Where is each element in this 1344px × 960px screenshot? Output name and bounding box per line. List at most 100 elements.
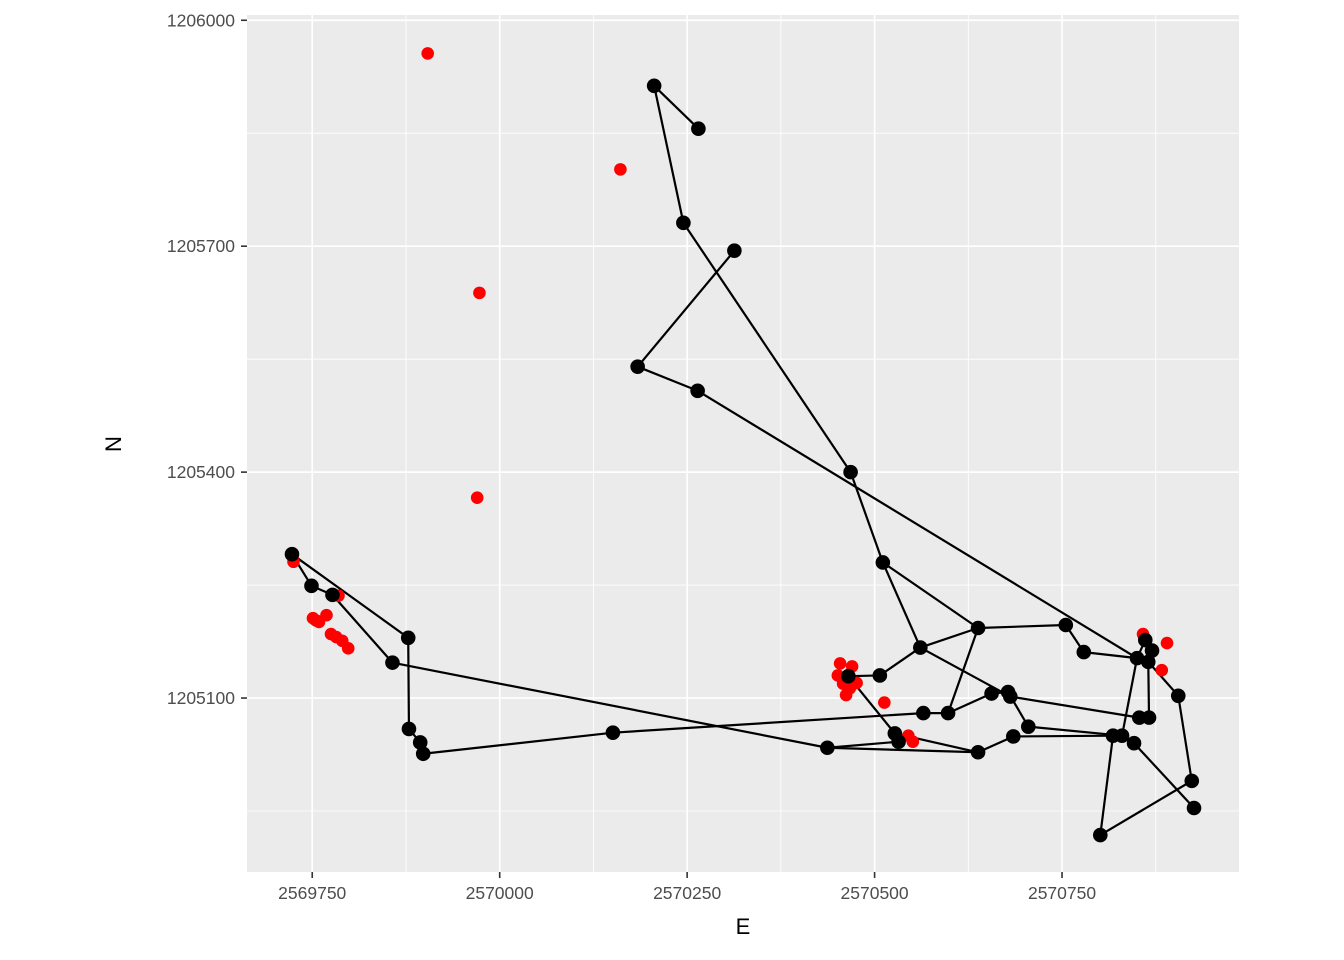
black-point xyxy=(284,546,300,562)
black-point xyxy=(415,746,431,762)
black-point xyxy=(325,587,340,603)
panel-background xyxy=(247,15,1239,872)
black-point xyxy=(872,668,888,683)
track-segment xyxy=(331,594,394,664)
y-tick-label: 1205100 xyxy=(167,688,235,708)
y-tick-label: 1205400 xyxy=(167,462,235,482)
x-tick-label: 2570500 xyxy=(841,883,909,903)
track-segment xyxy=(879,646,921,677)
black-point xyxy=(1021,719,1036,734)
track-segment xyxy=(1177,695,1193,782)
black-point xyxy=(1076,644,1092,660)
x-axis-title: E xyxy=(247,914,1239,940)
red-point xyxy=(833,657,847,670)
red-point xyxy=(878,696,891,709)
black-point xyxy=(1058,617,1074,633)
track-segment xyxy=(882,561,979,629)
track-segment xyxy=(423,731,614,755)
black-point xyxy=(843,464,858,480)
track-segment xyxy=(1013,734,1114,738)
track-segment xyxy=(881,562,922,649)
track-segment xyxy=(291,553,409,639)
track-segment xyxy=(1010,695,1140,719)
black-point xyxy=(970,620,986,636)
black-point xyxy=(1092,827,1108,843)
y-axis-title: N xyxy=(96,15,132,872)
track-segment xyxy=(612,712,924,734)
black-point xyxy=(891,734,906,750)
black-point xyxy=(875,555,891,570)
black-point xyxy=(1144,643,1160,658)
black-point xyxy=(1126,735,1142,751)
black-point xyxy=(940,705,956,721)
track-segment xyxy=(947,627,980,714)
black-point xyxy=(1129,650,1145,666)
black-point xyxy=(1184,773,1200,789)
black-point xyxy=(400,630,416,646)
red-point xyxy=(1155,663,1169,677)
black-point xyxy=(1141,710,1157,725)
track-segment xyxy=(682,222,852,473)
track-segment xyxy=(697,389,1138,660)
track-segment xyxy=(637,365,699,392)
black-point xyxy=(304,578,319,594)
black-point xyxy=(385,655,400,670)
black-point xyxy=(1186,800,1202,816)
red-point xyxy=(309,614,323,627)
red-point xyxy=(906,735,920,749)
black-point xyxy=(984,686,999,701)
black-point xyxy=(676,215,691,231)
x-tick-label: 2570250 xyxy=(653,883,721,903)
black-point xyxy=(630,359,645,374)
red-point xyxy=(614,163,627,176)
panel-content xyxy=(247,15,1239,872)
track-segment xyxy=(919,626,979,649)
track-segment xyxy=(947,692,993,715)
black-point xyxy=(841,668,856,684)
track-segment xyxy=(827,746,979,754)
black-point xyxy=(1170,688,1186,704)
x-tick-label: 2570750 xyxy=(1028,883,1096,903)
track-segment xyxy=(1099,735,1115,836)
x-axis-title-text: E xyxy=(735,914,751,939)
black-point xyxy=(401,721,417,737)
x-tick-label: 2569750 xyxy=(278,883,346,903)
black-point xyxy=(1140,654,1156,670)
black-point xyxy=(727,243,742,259)
track-segment xyxy=(407,637,411,729)
red-point xyxy=(473,286,486,300)
track-segment xyxy=(849,471,884,563)
black-point xyxy=(690,383,705,399)
track-segment xyxy=(1083,651,1138,660)
track-segment xyxy=(653,85,685,224)
black-point xyxy=(1003,689,1018,704)
track-segment xyxy=(978,623,1066,630)
track-segment xyxy=(1133,742,1195,809)
black-point xyxy=(820,740,835,756)
track-segment xyxy=(1120,657,1139,736)
black-point xyxy=(605,725,621,740)
black-point xyxy=(970,744,986,760)
track-segment xyxy=(653,84,700,130)
y-tick-label: 1205700 xyxy=(167,236,235,256)
red-point xyxy=(341,642,355,655)
black-point xyxy=(913,640,928,655)
track-segment xyxy=(1147,661,1180,697)
black-point xyxy=(691,121,706,137)
black-point xyxy=(1114,728,1130,743)
black-point xyxy=(916,705,931,721)
black-point xyxy=(412,735,428,750)
red-point xyxy=(1160,636,1174,650)
black-point xyxy=(1006,729,1021,744)
x-tick-label: 2570000 xyxy=(466,883,534,903)
track-segment xyxy=(392,661,828,749)
red-point xyxy=(320,608,333,622)
black-point xyxy=(1137,632,1153,648)
red-point xyxy=(470,491,484,505)
track-segment xyxy=(636,250,736,368)
track-segment xyxy=(1147,661,1151,718)
red-point xyxy=(839,688,853,702)
red-point xyxy=(421,47,435,60)
